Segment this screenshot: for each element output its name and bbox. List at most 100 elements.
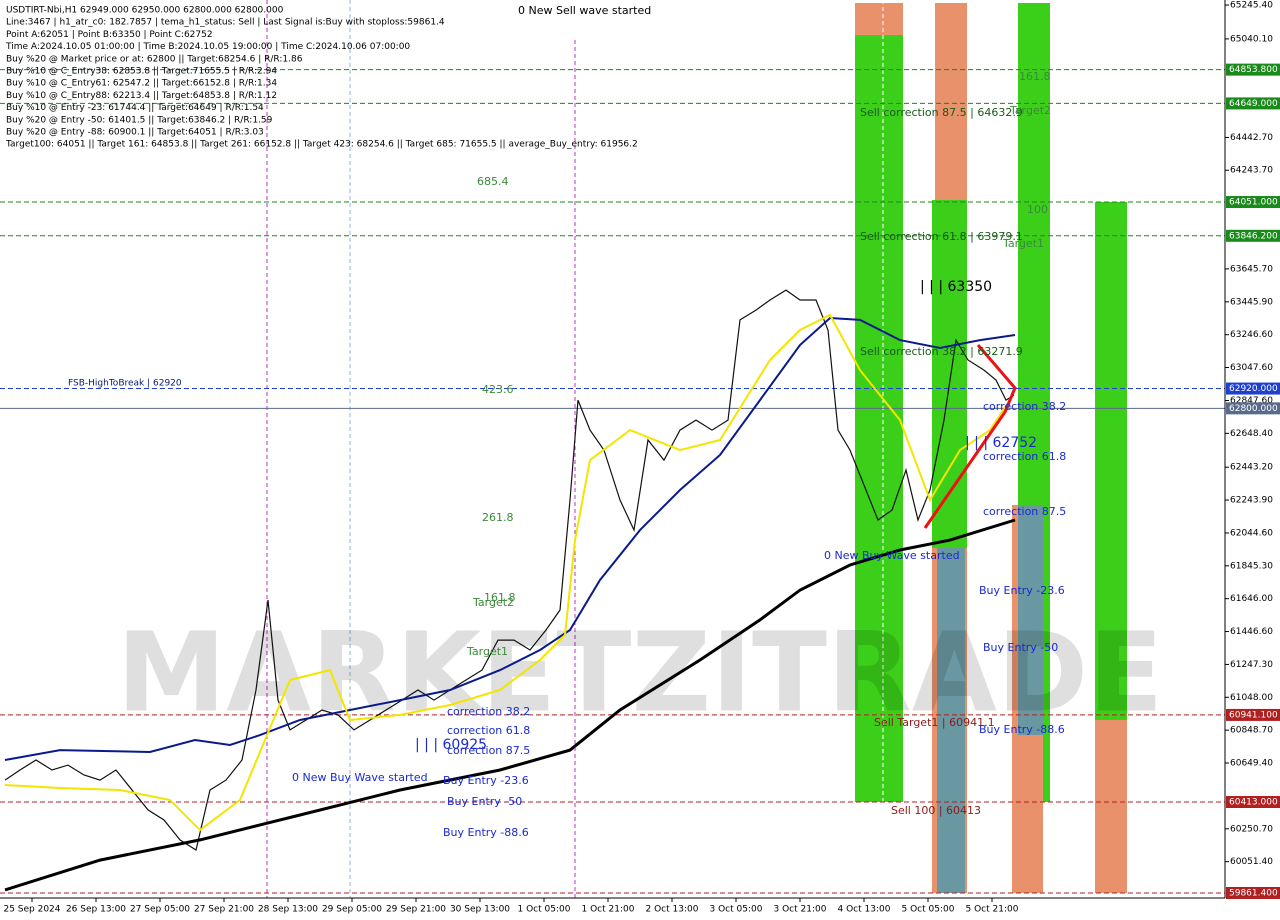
annotation: correction 38.2 — [447, 705, 530, 718]
info-line: Buy %20 @ Entry -88: 60900.1 || Target:6… — [6, 128, 264, 138]
price-line — [4, 518, 1016, 892]
x-tick-label: 1 Oct 05:00 — [518, 905, 571, 915]
level-label: 63846.200 — [1229, 231, 1278, 241]
y-tick-label: 60848.70 — [1230, 726, 1273, 736]
y-tick-label: 62648.40 — [1230, 429, 1273, 439]
info-line: Buy %10 @ C_Entry61: 62547.2 || Target:6… — [6, 79, 277, 89]
x-tick-label: 5 Oct 05:00 — [902, 905, 955, 915]
annotation: Buy Entry -50 — [983, 641, 1058, 654]
y-tick-label: 63445.90 — [1230, 297, 1273, 307]
zone — [1095, 720, 1127, 893]
level-label-box — [1226, 886, 1280, 899]
annotation: 100 — [1027, 203, 1048, 216]
annotation: correction 61.8 — [983, 450, 1066, 463]
x-tick-label: 27 Sep 21:00 — [194, 905, 254, 915]
y-tick-label: 64243.70 — [1230, 166, 1273, 176]
annotation: Sell correction 87.5 | 64632.9 — [860, 106, 1023, 119]
y-tick-label: 60250.70 — [1230, 824, 1273, 834]
annotation: Target1 — [466, 645, 508, 658]
level-label-box — [1226, 382, 1280, 395]
annotation: Buy Entry -23.6 — [979, 584, 1065, 597]
zone — [935, 3, 967, 200]
zone — [1095, 202, 1127, 720]
y-tick-label: 62443.20 — [1230, 463, 1273, 473]
annotation: Sell correction 38.2 | 63271.9 — [860, 345, 1023, 358]
annotation: Buy Entry -23.6 — [443, 774, 529, 787]
x-tick-label: 3 Oct 21:00 — [774, 905, 827, 915]
zones — [266, 0, 1127, 898]
y-tick-label: 62847.60 — [1230, 396, 1273, 406]
x-tick-label: 30 Sep 13:00 — [450, 905, 510, 915]
y-tick-label: 62243.90 — [1230, 496, 1273, 506]
zone — [855, 3, 903, 35]
level-label-box — [1226, 97, 1280, 110]
annotation: Buy Entry -50 — [447, 795, 522, 808]
y-tick-label: 63246.60 — [1230, 330, 1273, 340]
x-tick-label: 28 Sep 13:00 — [258, 905, 318, 915]
zone — [932, 200, 967, 548]
y-tick-label: 63645.70 — [1230, 264, 1273, 274]
annotation: 0 New Buy Wave started — [292, 771, 428, 784]
level-label-box — [1226, 796, 1280, 809]
annotation: Buy Entry -88.6 — [979, 723, 1065, 736]
annotation: Buy Entry -88.6 — [443, 826, 529, 839]
annotation: 685.4 — [477, 175, 509, 188]
y-tick-label: 65245.40 — [1230, 1, 1273, 11]
info-line: Buy %20 @ Market price or at: 62800 || T… — [6, 54, 303, 64]
annotation: Target1 — [1002, 237, 1044, 250]
level-label: 60413.000 — [1229, 798, 1278, 808]
info-line: Line:3467 | h1_atr_c0: 182.7857 | tema_h… — [6, 18, 445, 28]
level-label-box — [1226, 402, 1280, 415]
level-label: 64649.000 — [1229, 99, 1278, 109]
level-label: 64051.000 — [1229, 198, 1278, 208]
level-label: 62920.000 — [1229, 384, 1278, 394]
annotation: Target2 — [1009, 104, 1051, 117]
plot — [0, 69, 1225, 894]
level-label-box — [1226, 708, 1280, 721]
y-tick-label: 61048.00 — [1230, 693, 1273, 703]
annotation: 0 New Sell wave started — [518, 4, 651, 17]
level-label: 60941.100 — [1229, 710, 1278, 720]
y-tick-label: 61446.60 — [1230, 627, 1273, 637]
annotation: 261.8 — [482, 511, 514, 524]
info-line: Buy %20 @ Entry -50: 61401.5 || Target:6… — [6, 115, 273, 125]
info-line: USDTIRT-Nbi,H1 62949.000 62950.000 62800… — [6, 6, 284, 16]
price-line — [4, 289, 1015, 851]
price-line — [4, 316, 1016, 761]
level-label-box — [1226, 229, 1280, 242]
annotation: correction 61.8 — [447, 724, 530, 737]
annotation: correction 38.2 — [983, 400, 1066, 413]
annotation: | | | 63350 — [920, 279, 992, 295]
level-label: 64853.800 — [1229, 65, 1278, 75]
x-tick-label: 27 Sep 05:00 — [130, 905, 190, 915]
annotation: Sell correction 61.8 | 63979.1 — [860, 230, 1023, 243]
level-label-box — [1226, 63, 1280, 76]
annotation: 423.6 — [482, 383, 514, 396]
annotation: | | | 62752 — [965, 435, 1037, 451]
x-tick-label: 29 Sep 05:00 — [322, 905, 382, 915]
x-tick-label: 4 Oct 13:00 — [838, 905, 891, 915]
y-tick-label: 60649.40 — [1230, 759, 1273, 769]
y-tick-label: 61646.00 — [1230, 594, 1273, 604]
zone — [1018, 505, 1043, 735]
x-tick-label: 5 Oct 21:00 — [966, 905, 1019, 915]
y-tick-label: 62044.60 — [1230, 528, 1273, 538]
x-tick-label: 25 Sep 2024 — [3, 905, 60, 915]
y-tick-label: 61845.30 — [1230, 561, 1273, 571]
x-tick-label: 26 Sep 13:00 — [66, 905, 126, 915]
zone — [855, 35, 903, 802]
annotation: correction 87.5 — [983, 505, 1066, 518]
level-label: 62800.000 — [1229, 404, 1278, 414]
level-label-box — [1226, 196, 1280, 209]
annotation: 0 New Buy Wave started — [824, 549, 960, 562]
annotation: correction 87.5 — [447, 744, 530, 757]
x-tick-label: 29 Sep 21:00 — [386, 905, 446, 915]
y-tick-label: 63047.60 — [1230, 363, 1273, 373]
x-tick-label: 1 Oct 21:00 — [582, 905, 635, 915]
annotation: Target2 — [472, 596, 514, 609]
info-line: Time A:2024.10.05 01:00:00 | Time B:2024… — [5, 42, 410, 52]
annotation: FSB-HighToBreak | 62920 — [68, 379, 182, 389]
